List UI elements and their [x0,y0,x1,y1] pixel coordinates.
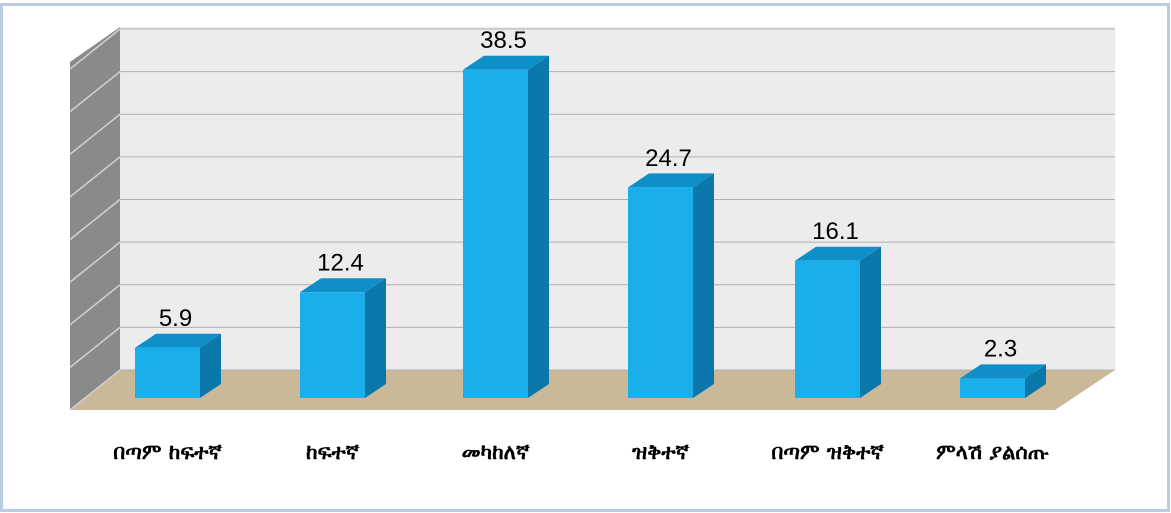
bar [628,187,693,398]
bar-side [1025,364,1046,398]
bar-top [795,246,881,261]
grid-line [69,198,121,241]
grid-line [69,326,121,368]
bar [463,69,528,398]
bar [300,292,365,398]
bar-top [628,173,714,188]
grid-line [69,241,121,283]
bar-side [528,55,549,398]
value-label: 24.7 [645,145,692,172]
bar-side [693,173,714,398]
x-tick-label: መካከለኛ [462,440,531,464]
grid-line [69,156,121,198]
back-wall [120,27,1115,370]
bar-top [135,333,221,348]
bar-side [860,246,881,398]
grid-line [69,113,121,155]
x-tick-label: ዝቅተኛ [631,440,690,464]
value-label: 38.5 [480,27,527,54]
x-tick-label: በጣም ከፍተኛ [113,440,223,464]
grid-line [69,28,121,70]
bar-side [365,278,386,398]
bar-side [200,333,221,398]
bar-top [463,55,549,70]
bar [135,347,200,398]
x-tick-label: ምላሽ ያልሰጡ [936,440,1050,464]
grid-line [69,71,121,113]
value-label: 2.3 [984,336,1017,363]
bar [795,260,860,398]
bar [960,378,1025,398]
bar-top [960,364,1046,379]
x-tick-label: በጣም ዝቅተኛ [771,440,885,464]
value-label: 12.4 [317,250,364,277]
grid-line [69,284,121,326]
value-label: 16.1 [812,218,859,245]
side-wall [70,27,120,410]
grid-line [69,369,121,411]
floor [70,370,1115,410]
bar-top [300,278,386,293]
value-label: 5.9 [159,305,192,332]
x-tick-label: ከፍተኛ [306,440,361,464]
